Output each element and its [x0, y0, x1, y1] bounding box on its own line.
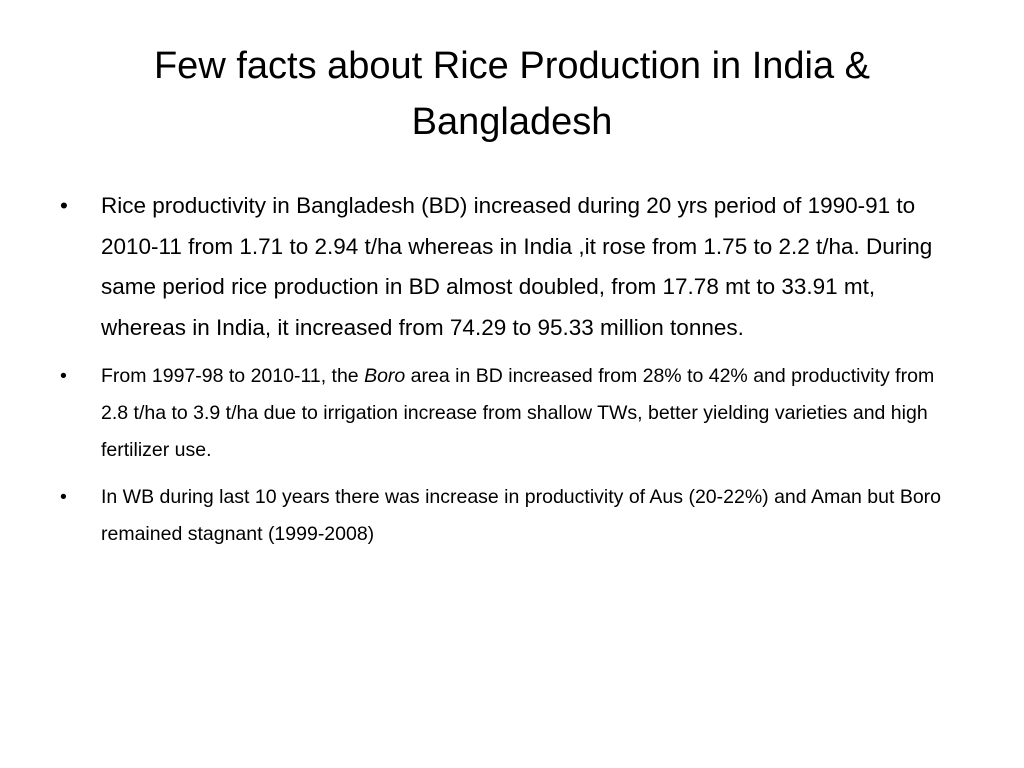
bullet-item: • From 1997-98 to 2010-11, the Boro area… [60, 358, 965, 469]
bullet-marker: • [60, 193, 68, 218]
bullet-text: area in BD increased from 28% to 42% and… [101, 365, 935, 461]
bullet-emphasis: Boro [364, 365, 406, 387]
bullet-text: Rice productivity in Bangladesh (BD) inc… [101, 193, 933, 340]
bullet-text: In WB during last 10 years there was inc… [101, 486, 942, 545]
bullet-marker: • [60, 365, 67, 387]
bullet-list: • Rice productivity in Bangladesh (BD) i… [60, 186, 965, 563]
slide-title: Few facts about Rice Production in India… [153, 45, 871, 143]
bullet-item: • Rice productivity in Bangladesh (BD) i… [60, 186, 965, 348]
bullet-marker: • [60, 486, 67, 508]
bullet-item: • In WB during last 10 years there was i… [60, 479, 965, 553]
bullet-text: From 1997-98 to 2010-11, the [101, 365, 365, 387]
